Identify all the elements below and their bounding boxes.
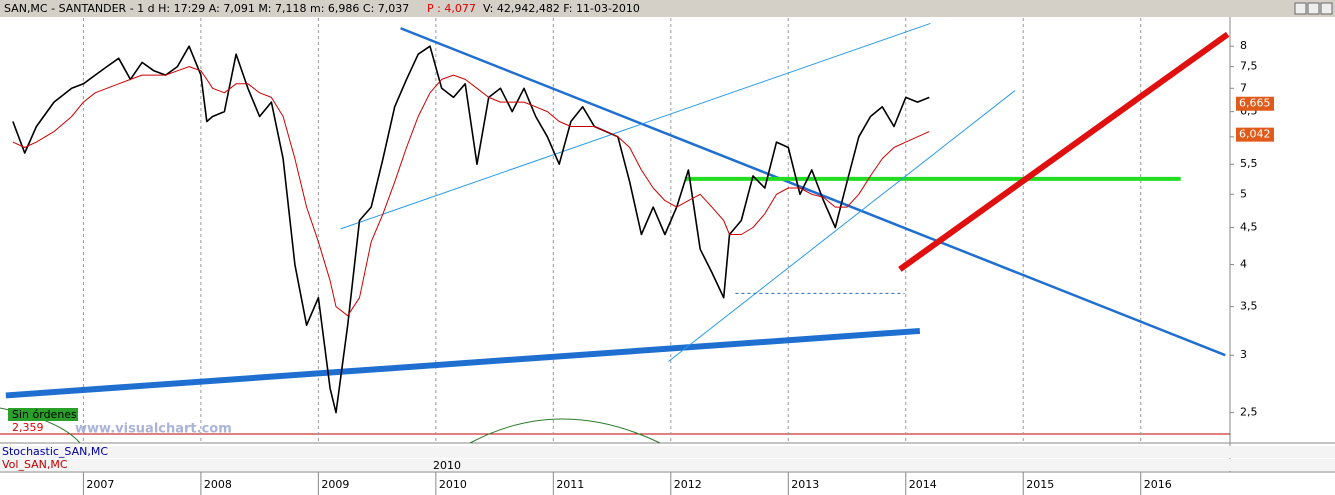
y-tick-label: 4,5 (1240, 220, 1258, 233)
y-tick-label: 7,5 (1240, 60, 1258, 73)
volume-label: Vol_SAN,MC (2, 458, 68, 471)
x-tick-label: 2014 (909, 478, 937, 491)
x-tick-label: 2016 (1144, 478, 1172, 491)
stochastic-label: Stochastic_SAN,MC (2, 445, 108, 458)
min-button[interactable] (1294, 2, 1307, 15)
moving-average (12, 66, 930, 317)
x-tick-label: 2012 (674, 478, 702, 491)
y-tick-label: 2,5 (1240, 406, 1258, 419)
trend-line (5, 327, 921, 399)
y-tick-label: 5 (1240, 187, 1247, 200)
stochastic-bar (0, 446, 1335, 458)
price-tag (1236, 96, 1274, 111)
trend-line (340, 22, 931, 230)
header-main: SAN,MC - SANTANDER - 1 d H: 17:29 A: 7,0… (4, 2, 409, 15)
orders-value: 2,359 (12, 421, 44, 434)
y-tick-label: 7 (1240, 81, 1247, 94)
y-tick-label: 3 (1240, 348, 1247, 361)
trend-line (898, 31, 1230, 272)
x-tick-label: 2010 (439, 478, 467, 491)
close-button[interactable] (1320, 2, 1333, 15)
volume-bar (0, 459, 1335, 471)
price-tag (1236, 127, 1274, 142)
max-button[interactable] (1307, 2, 1320, 15)
trend-line (400, 27, 1226, 357)
x-tick-label: 2013 (791, 478, 819, 491)
orders-text: Sin órdenes (12, 408, 77, 421)
y-tick-label: 4 (1240, 258, 1247, 271)
x-tick-label: 2007 (86, 478, 114, 491)
header-bar (0, 0, 1335, 17)
orders-box (8, 408, 78, 421)
header-p: P : 4,077 (427, 2, 476, 15)
price-tag-label: 6,665 (1239, 97, 1271, 110)
x-tick-label: 2015 (1026, 478, 1054, 491)
x-tick-label: 2009 (321, 478, 349, 491)
header-v: V: 42,942,482 F: 11-03-2010 (483, 2, 640, 15)
x-tick-label: 2008 (204, 478, 232, 491)
date-marker: 2010 (433, 459, 461, 472)
x-tick-label: 2011 (556, 478, 584, 491)
watermark: www.visualchart.com (75, 422, 232, 437)
y-tick-label: 8 (1240, 39, 1247, 52)
price-tag-label: 6,042 (1239, 128, 1271, 141)
y-tick-label: 3,5 (1240, 300, 1258, 313)
price-line (12, 45, 930, 414)
trend-line (668, 90, 1016, 362)
stochastic-arc (469, 418, 661, 444)
y-tick-label: 5,5 (1240, 157, 1258, 170)
